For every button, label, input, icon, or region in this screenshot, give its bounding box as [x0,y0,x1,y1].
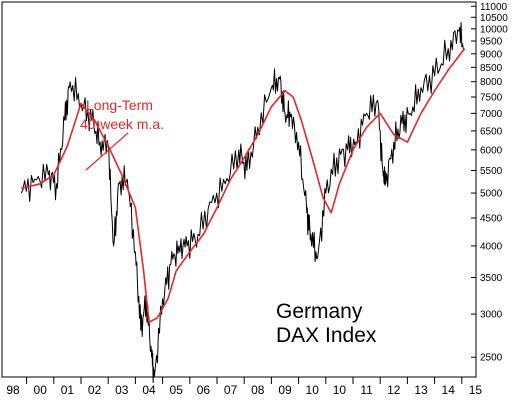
x-tick-label-1: 00 [34,383,48,397]
x-tick-label-8: 07 [224,383,238,397]
y-tick-label-3: 4000 [480,241,503,252]
x-tick-label-10: 09 [278,383,292,397]
x-tick-label-5: 04 [142,383,156,397]
plot-frame [1,1,477,378]
y-tick-label-11: 8000 [480,77,503,88]
x-tick-label-13: 11 [360,383,373,397]
series-layer [20,22,466,383]
x-tick-label-7: 06 [197,383,211,397]
x-tick-label-14: 12 [387,383,401,397]
y-tick-label-13: 9000 [480,49,503,60]
x-tick-label-2: 01 [61,383,75,397]
dax-price-line [20,22,465,383]
y-tick-label-2: 3500 [480,273,503,284]
y-tick-label-10: 7500 [480,92,503,103]
x-axis: 98 00 01 02 03 04 05 06 07 08 09 10 10 11 12 13 14 15 [6,377,483,397]
y-tick-label-6: 5500 [480,166,503,177]
moving-average-line [21,48,466,323]
y-tick-label-1: 3000 [480,310,503,321]
annotation-line-2: 40-week m.a. [80,116,164,132]
x-tick-label-11: 10 [306,383,320,397]
y-tick-label-7: 6000 [480,145,503,156]
chart-title-line-2: DAX Index [276,324,377,347]
x-tick-label-15: 13 [414,383,428,397]
x-tick-label-4: 03 [115,383,129,397]
y-tick-label-14: 9500 [480,36,503,47]
y-tick-label-16: 10500 [480,13,508,24]
y-tick-label-12: 8500 [480,63,503,74]
y-axis: 2500 3000 3500 4000 4500 5000 5500 6000 6500 7000… [471,2,508,364]
y-tick-label-5: 5000 [480,189,503,200]
x-tick-label-17: 15 [469,383,483,397]
x-tick-label-9: 08 [251,383,265,397]
x-tick-label-16: 14 [442,383,456,397]
annotation-pointer [85,132,129,171]
annotation-line-1: Long-Term [86,97,153,113]
x-tick-label-3: 02 [88,383,102,397]
x-tick-label-6: 05 [170,383,184,397]
y-tick-label-17: 11000 [480,2,508,13]
y-tick-label-0: 2500 [480,353,503,364]
y-tick-label-9: 7000 [480,109,503,120]
chart-title-line-1: Germany [276,300,363,323]
y-tick-label-4: 4500 [480,214,503,225]
y-tick-label-15: 10000 [480,24,508,35]
x-tick-label-0: 98 [6,383,20,397]
x-tick-label-12: 10 [333,383,347,397]
y-tick-label-8: 6500 [480,126,503,137]
